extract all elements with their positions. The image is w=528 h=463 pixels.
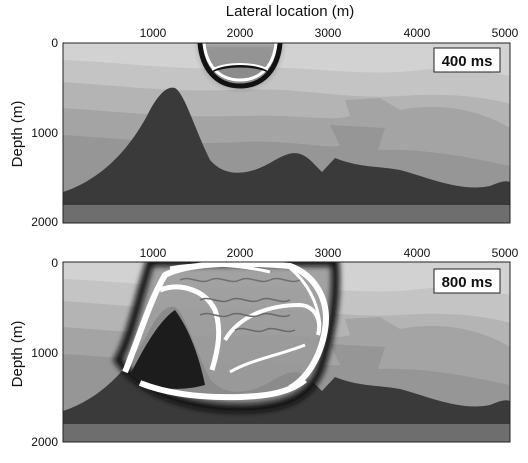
y-tick-label: 1000 [31, 346, 58, 360]
x-tick-label: 5000 [492, 26, 519, 40]
wavefront-bottom [113, 262, 340, 413]
panel-top: 1000 2000 3000 4000 5000 0 1000 2000 Dep… [9, 26, 519, 229]
y-tick-label: 2000 [31, 435, 58, 449]
y-tick-label: 2000 [31, 215, 58, 229]
velocity-model-top [63, 43, 510, 223]
velocity-model-bottom [63, 262, 510, 442]
x-axis-title: Lateral location (m) [226, 3, 354, 20]
y-axis-title: Depth (m) [9, 101, 26, 168]
x-tick-label: 1000 [140, 246, 167, 260]
x-tick-label: 2000 [227, 26, 254, 40]
y-axis-title: Depth (m) [9, 321, 26, 388]
y-tick-label: 1000 [31, 126, 58, 140]
x-tick-label: 3000 [315, 246, 342, 260]
x-tick-label: 2000 [227, 246, 254, 260]
time-label-box [433, 47, 501, 73]
x-tick-label: 5000 [492, 246, 519, 260]
time-label: 800 ms [442, 274, 493, 291]
x-tick-label: 1000 [140, 26, 167, 40]
time-label: 400 ms [442, 53, 493, 70]
x-tick-label: 3000 [315, 26, 342, 40]
y-tick-label: 0 [51, 256, 58, 270]
wavefront-top [197, 43, 283, 89]
panel-bottom: 1000 2000 3000 4000 5000 0 1000 2000 Dep… [9, 246, 519, 449]
x-tick-label: 4000 [404, 26, 431, 40]
y-tick-label: 0 [51, 36, 58, 50]
x-tick-label: 4000 [404, 246, 431, 260]
time-label-box [433, 268, 501, 294]
